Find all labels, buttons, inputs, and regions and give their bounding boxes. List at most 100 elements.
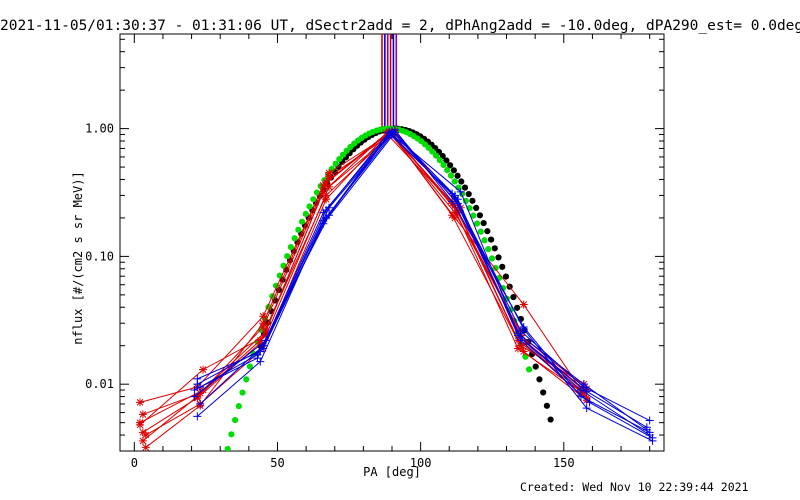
blue-series-point [190,392,199,401]
blue-series-point [513,329,522,338]
blue-series-point [319,219,328,228]
black-model-curve-point [540,389,547,396]
red-series-point [262,327,271,336]
green-model-curve-point [287,243,295,251]
green-model-curve-point [291,235,298,242]
black-model-curve-point [465,190,472,198]
created-timestamp: Created: Wed Nov 10 22:39:44 2021 [520,480,749,494]
red-series-point [136,398,145,407]
green-model-curve-point [436,157,443,164]
blue-series-point [516,333,525,342]
black-model-curve-point [491,245,498,252]
black-model-curve-point [469,197,476,204]
green-model-curve-point [310,196,317,203]
blue-series-point [390,128,399,137]
blue-series-point [196,399,205,408]
series-layer [136,34,657,451]
red-series-point [262,331,271,340]
red-series-point [325,172,334,181]
green-model-curve-point [447,172,455,179]
black-model-curve-point [514,304,521,311]
green-model-curve-point [332,160,339,167]
black-model-curve-point [536,376,543,383]
green-model-curve-point [302,210,309,217]
red-series-point [450,208,459,217]
green-model-curve-point [432,152,440,159]
black-model-curve-point [454,172,461,179]
blue-series-point [519,325,528,334]
black-model-curve-point [487,236,495,243]
black-model-curve-point [502,273,510,280]
blue-series-point [256,357,265,366]
green-model-curve-point [481,237,488,244]
red-series-line [145,131,585,448]
x-tick-label: 50 [270,456,284,470]
green-model-curve-point [485,246,492,253]
green-model-curve-point [243,376,250,383]
axis-ticks [120,34,664,452]
green-model-curve-point [429,148,436,155]
red-series-point [196,389,205,398]
green-model-curve-point [336,155,343,163]
green-model-curve-point [444,167,451,174]
blue-series-point [448,189,457,198]
blue-series-point [648,436,657,445]
blue-series-line [199,130,653,442]
green-model-curve-point [231,416,239,424]
blue-series-line [197,131,650,436]
black-model-curve-point [499,263,506,270]
blue-series-point [193,380,202,389]
green-model-curve-point [425,144,432,151]
chart-title: 2021-11-05/01:30:37 - 01:31:06 UT, dSect… [0,18,800,34]
green-model-curve-point [280,262,287,269]
green-model-curve-point [470,212,477,219]
red-series-point [256,336,265,345]
x-tick-label: 100 [410,456,432,470]
green-model-curve-point [224,445,231,451]
blue-series-line [196,133,653,439]
red-series-point [136,418,145,427]
black-model-curve-point [480,219,487,227]
red-series-point [199,365,208,374]
blue-series-point [193,412,202,421]
red-series-point [319,181,328,190]
black-model-curve-point [461,184,469,191]
green-model-curve-point [284,253,291,260]
blue-series-point [642,425,651,434]
red-series-point [138,436,147,445]
black-model-curve-point [543,402,550,409]
black-model-curve-point [473,204,480,212]
blue-series-point [645,416,654,425]
blue-series-point [582,404,591,413]
green-model-curve-point [235,403,242,410]
green-model-curve-point [298,218,306,225]
green-model-curve-point [339,151,347,158]
red-series-point [519,300,528,309]
y-tick-label: 0.01 [85,377,114,391]
x-tick-label: 0 [131,456,138,470]
x-tick-label: 150 [553,456,575,470]
black-model-curve-point [443,157,450,164]
red-series-point [141,443,150,451]
black-model-curve-point [495,254,502,261]
blue-series-point [585,398,594,407]
blue-series-point [645,431,654,440]
blue-series-point [456,187,465,196]
green-model-curve-point [440,161,447,169]
green-model-curve-point [451,178,458,185]
y-tick-label: 1.00 [85,122,114,136]
blue-series-point [576,386,585,395]
y-axis-label: nflux [#/(cm2 s sr MeV)] [71,171,85,344]
green-model-curve-point [526,366,533,373]
black-model-curve-point [510,294,517,301]
black-model-curve-point [447,162,454,169]
axis-tick-labels: 0 50 100 150 0.01 0.10 1.00 [85,122,575,470]
green-model-curve-point [295,226,302,233]
y-tick-label: 0.10 [85,249,114,263]
red-series-point [259,312,268,321]
green-model-curve-point [477,228,484,235]
blue-series-point [579,380,588,389]
blue-series-point [322,206,331,215]
black-model-curve-point [450,167,457,174]
